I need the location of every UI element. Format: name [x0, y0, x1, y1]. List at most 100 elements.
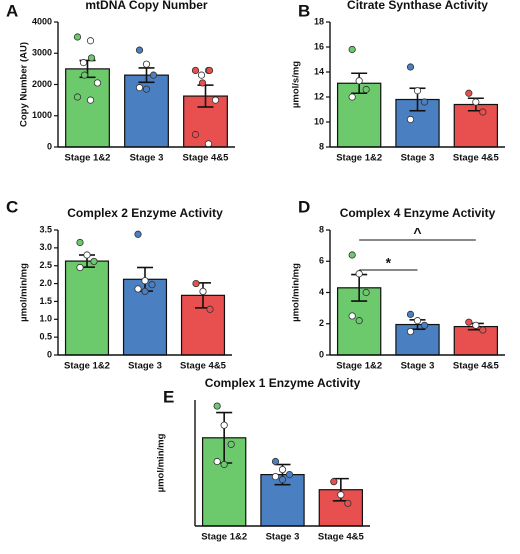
data-point — [205, 66, 214, 75]
data-point — [149, 71, 158, 79]
y-tick-label: 3.5 — [39, 224, 52, 234]
data-point — [278, 465, 287, 474]
data-point — [271, 473, 280, 481]
x-tick-label: Stage 3 — [130, 153, 164, 164]
x-tick-label: Stage 1&2 — [336, 361, 382, 372]
data-point — [413, 87, 422, 95]
data-point — [355, 77, 363, 85]
data-point — [148, 281, 156, 289]
y-tick-label: 3.0 — [39, 242, 52, 252]
data-point — [355, 317, 363, 325]
y-tick-label: 1000 — [32, 110, 52, 120]
data-point — [76, 263, 84, 272]
data-point — [406, 115, 415, 124]
data-point — [135, 46, 144, 54]
chart-title: Complex 1 Enzyme Activity — [205, 376, 361, 390]
bar — [453, 325, 499, 356]
data-point — [83, 251, 91, 259]
data-point — [465, 318, 473, 326]
data-point — [80, 71, 89, 79]
y-tick-label: 8 — [319, 224, 324, 234]
data-point — [192, 279, 200, 288]
data-point — [362, 288, 370, 297]
data-point — [86, 37, 95, 45]
y-tick-label: 2 — [319, 318, 324, 328]
data-point — [134, 285, 142, 293]
x-tick-label: Stage 3 — [401, 361, 435, 372]
data-point — [348, 251, 356, 259]
data-point — [472, 98, 480, 106]
data-point — [141, 277, 149, 285]
data-point — [344, 499, 352, 507]
data-point — [211, 96, 220, 104]
data-point — [204, 140, 213, 148]
data-point — [213, 457, 221, 466]
y-tick-label: 0 — [319, 349, 324, 359]
y-axis-label: µmol/min/mg — [19, 263, 30, 322]
data-point — [278, 476, 287, 484]
data-point — [134, 230, 142, 238]
data-point — [220, 421, 228, 429]
data-point — [406, 63, 415, 71]
y-tick-label: 12 — [314, 91, 324, 101]
data-point — [198, 79, 207, 87]
y-axis-label: µmol/min/mg — [291, 263, 302, 322]
panel-letter: E — [163, 387, 174, 406]
data-point — [330, 478, 338, 486]
data-point — [86, 96, 95, 104]
data-point — [73, 33, 82, 41]
chart-title: Citrate Synthase Activity — [347, 0, 488, 12]
y-tick-label: 4000 — [32, 16, 52, 26]
data-point — [142, 60, 151, 68]
y-tick-label: 18 — [314, 16, 324, 26]
y-axis-label: µmol/s/mg — [291, 61, 302, 108]
y-tick-label: 14 — [314, 66, 324, 76]
chart-title: mtDNA Copy Number — [85, 0, 208, 12]
x-tick-label: Stage 4&5 — [318, 532, 365, 543]
data-point — [93, 79, 102, 87]
x-tick-label: Stage 4&5 — [183, 153, 230, 164]
data-point — [141, 287, 149, 296]
y-tick-label: 6 — [319, 256, 324, 266]
data-point — [348, 45, 356, 54]
data-point — [355, 270, 363, 278]
x-tick-label: Stage 4&5 — [180, 361, 227, 372]
data-point — [348, 93, 356, 101]
y-tick-label: 2.0 — [39, 278, 52, 288]
data-point — [472, 321, 480, 329]
data-point — [479, 108, 487, 116]
data-point — [220, 460, 228, 469]
data-point — [142, 85, 151, 93]
significance-mark: ^ — [413, 225, 421, 241]
data-point — [420, 98, 429, 106]
data-point — [285, 470, 294, 479]
data-point — [191, 130, 200, 139]
data-point — [271, 457, 280, 466]
panel-letter: C — [6, 197, 18, 216]
y-tick-label: 3000 — [32, 48, 52, 58]
data-point — [199, 287, 207, 296]
y-tick-label: 1.5 — [39, 296, 52, 306]
data-point — [406, 327, 415, 336]
y-tick-label: 16 — [314, 41, 324, 51]
y-tick-label: 1.0 — [39, 314, 52, 324]
bar — [65, 68, 110, 148]
data-point — [197, 71, 206, 79]
data-point — [420, 321, 429, 329]
data-point — [76, 238, 84, 247]
data-point — [73, 93, 82, 101]
data-point — [362, 85, 370, 94]
y-tick-label: 10 — [314, 116, 324, 126]
y-axis-label: Copy Number (AU) — [19, 42, 30, 127]
data-point — [413, 317, 422, 325]
data-point — [348, 312, 356, 320]
error-bar — [138, 67, 155, 84]
panel-letter: A — [6, 1, 18, 20]
x-tick-label: Stage 3 — [266, 532, 300, 543]
data-point — [337, 491, 345, 499]
y-tick-label: 2000 — [32, 79, 52, 89]
x-tick-label: Stage 1&2 — [201, 532, 247, 543]
y-tick-label: 0 — [47, 349, 52, 359]
y-tick-label: 2.5 — [39, 260, 52, 270]
